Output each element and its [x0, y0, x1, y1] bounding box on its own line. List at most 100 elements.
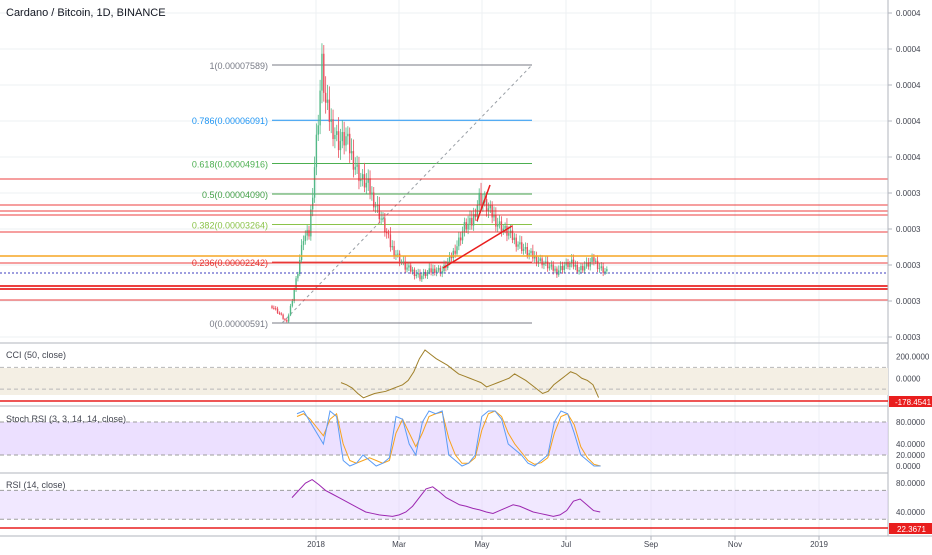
candle-body-91 [439, 267, 442, 274]
price-tick-label-8: 0.0003 [896, 297, 921, 306]
candle-body-3 [276, 308, 279, 313]
rsi-label: RSI (14, close) [6, 480, 66, 490]
candle-body-2 [275, 308, 277, 310]
candle-body-140 [530, 250, 532, 254]
candle-body-59 [380, 218, 382, 220]
price-axis-bg [888, 0, 932, 550]
candle-body-70 [400, 261, 403, 263]
candle-body-67 [395, 254, 397, 256]
candle-body-39 [343, 131, 345, 146]
candle-body-150 [548, 266, 551, 269]
rsi-last-value: 22.3671 [897, 525, 926, 534]
main-grid [0, 0, 888, 536]
candle-body-56 [374, 206, 377, 208]
candle-body-65 [391, 246, 393, 248]
candle-body-86 [430, 268, 432, 273]
candle-body-51 [365, 182, 368, 188]
candle-body-175 [595, 260, 597, 262]
cci-axis-label-1: 0.0000 [896, 374, 921, 383]
time-tick-label-0: 2018 [307, 540, 325, 549]
candle-body-24 [315, 134, 318, 168]
candle-body-42 [349, 133, 351, 154]
candle-body-177 [598, 268, 601, 270]
candle-body-162 [571, 259, 573, 264]
candle-body-63 [387, 233, 390, 235]
fib-label-3: 0.5(0.00004090) [202, 190, 268, 200]
candle-body-88 [434, 268, 436, 273]
price-tick-label-3: 0.0004 [896, 117, 921, 126]
candle-body-149 [546, 261, 549, 269]
stoch-axis-label-1: 40.0000 [896, 440, 925, 449]
candle-body-97 [450, 255, 453, 259]
candle-body-166 [578, 269, 580, 272]
candle-body-43 [350, 151, 353, 154]
candle-body-61 [384, 218, 386, 233]
candle-body-52 [367, 178, 369, 183]
candle-body-153 [554, 268, 556, 271]
trend-arrow-up [476, 184, 491, 222]
candle-body-29 [324, 92, 327, 103]
candle-body-156 [559, 265, 562, 271]
candle-body-22 [312, 197, 314, 210]
candle-body-112 [478, 192, 480, 206]
candle-body-92 [441, 271, 443, 274]
candle-body-26 [319, 90, 321, 126]
candle-body-120 [493, 215, 495, 218]
candle-body-98 [452, 250, 454, 259]
candle-body-76 [411, 269, 414, 272]
candle-body-6 [282, 314, 284, 319]
candle-body-181 [606, 269, 608, 272]
candle-body-55 [373, 192, 375, 208]
stoch-label: Stoch RSI (3, 3, 14, 14, close) [6, 414, 126, 424]
candle-body-131 [513, 237, 516, 241]
candle-body-133 [517, 244, 519, 247]
candle-body-146 [541, 258, 543, 266]
chart-title: Cardano / Bitcoin, 1D, BINANCE [6, 7, 166, 19]
candle-body-132 [515, 237, 517, 247]
candle-body-170 [585, 262, 588, 267]
candle-body-44 [352, 151, 355, 170]
candle-body-28 [323, 53, 325, 93]
candle-body-14 [297, 274, 299, 279]
candle-body-82 [423, 271, 425, 276]
candle-body-168 [582, 265, 584, 271]
candle-body-53 [369, 178, 371, 194]
candle-body-159 [565, 261, 567, 266]
candle-body-11 [291, 301, 294, 306]
candle-body-35 [336, 131, 338, 135]
candle-body-102 [460, 237, 462, 241]
stoch-k-line [296, 410, 601, 467]
candle-body-173 [591, 257, 593, 262]
candle-body-165 [576, 264, 578, 272]
candle-body-78 [415, 274, 417, 277]
candle-body-96 [448, 255, 451, 262]
stoch-pane: Stoch RSI (3, 3, 14, 14, close) 80.0000 40… [0, 410, 925, 471]
candle-body-15 [299, 259, 301, 275]
candle-body-54 [371, 192, 373, 194]
candle-body-60 [382, 218, 384, 220]
candle-body-141 [532, 250, 534, 259]
time-tick-label-5: Nov [728, 540, 742, 549]
rsi-axis-label-1: 40.0000 [896, 508, 925, 517]
price-tick-label-9: 0.0003 [896, 333, 921, 342]
candle-body-64 [389, 234, 392, 248]
candle-body-90 [437, 267, 440, 271]
rsi-axis-label-0: 80.0000 [896, 479, 925, 488]
candle-body-33 [332, 119, 334, 140]
candle-body-134 [519, 242, 521, 245]
candle-body-77 [413, 269, 416, 277]
cci-band [0, 368, 888, 395]
candle-body-8 [286, 320, 288, 322]
candle-body-148 [545, 261, 547, 264]
candle-body-41 [347, 133, 349, 137]
candle-body-128 [508, 233, 510, 236]
stoch-d-line [296, 410, 601, 467]
time-tick-label-1: Mar [392, 540, 406, 549]
stoch-axis-label-3: 0.0000 [896, 462, 921, 471]
candle-body-58 [378, 205, 380, 220]
time-tick-label-2: May [474, 540, 489, 549]
candle-body-21 [310, 209, 312, 237]
candle-body-62 [386, 232, 388, 234]
cci-pane: CCI (50, close) 200.0000 0.0000 -178.4541 [0, 349, 932, 407]
candle-body-145 [539, 258, 541, 261]
